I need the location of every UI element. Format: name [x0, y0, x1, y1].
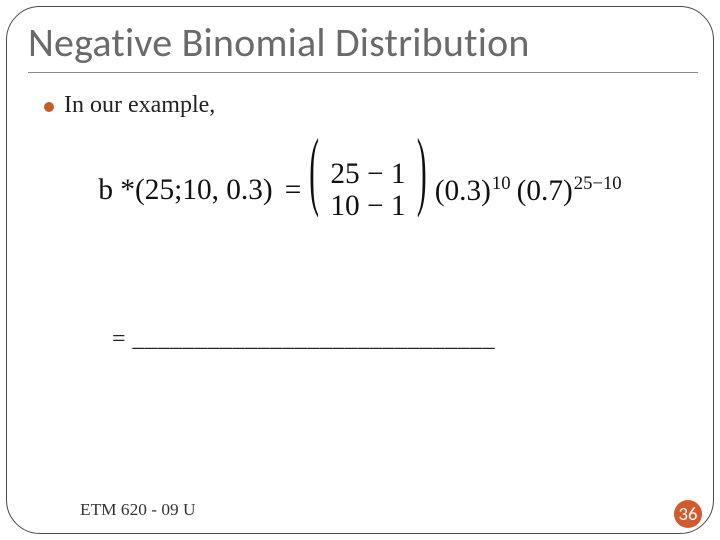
binom-top: 25 − 1 [330, 158, 405, 190]
page-title: Negative Binomial Distribution [28, 18, 530, 67]
term-1-exp: 10 [492, 173, 511, 194]
binom: ( 25 − 1 10 − 1 ) [309, 158, 426, 223]
term-1-base: (0.3) [435, 175, 491, 207]
bullet-text: In our example, [64, 92, 215, 119]
term-2: (0.7)25−10 [517, 173, 622, 208]
title-rule [28, 72, 698, 73]
blank-answer-line: = _____________________________ [112, 326, 495, 353]
slide-frame [6, 6, 714, 534]
slide: Negative Binomial Distribution In our ex… [0, 0, 720, 540]
page-number-badge: 36 [674, 500, 702, 528]
bullet-dot-icon [44, 102, 54, 112]
term-2-base: (0.7) [517, 175, 573, 207]
term-2-exp: 25−10 [574, 173, 622, 194]
footer-text: ETM 620 - 09 U [80, 500, 196, 520]
formula-eq: = [285, 174, 302, 207]
binom-bottom: 10 − 1 [330, 190, 405, 222]
bullet-row: In our example, [44, 92, 215, 119]
term-1: (0.3)10 [435, 173, 511, 208]
binom-stack: 25 − 1 10 − 1 [326, 158, 409, 223]
formula: b *(25;10, 0.3) = ( 25 − 1 10 − 1 ) (0.3… [0, 158, 720, 223]
formula-lhs: b *(25;10, 0.3) [98, 174, 272, 207]
